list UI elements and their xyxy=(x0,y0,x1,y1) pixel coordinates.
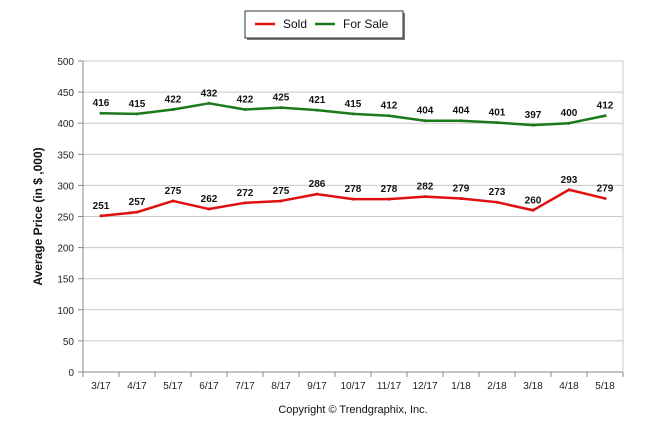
y-tick-label: 300 xyxy=(57,181,74,192)
data-point-sold xyxy=(279,199,283,203)
data-point-for-sale xyxy=(495,121,499,125)
y-tick-label: 450 xyxy=(57,88,74,99)
x-tick-label: 4/17 xyxy=(127,381,147,392)
data-point-for-sale xyxy=(423,119,427,123)
data-label-for-sale: 400 xyxy=(561,108,578,119)
x-tick-label: 1/18 xyxy=(451,381,471,392)
data-label-sold: 278 xyxy=(345,184,362,195)
data-point-for-sale xyxy=(315,108,319,112)
data-label-for-sale: 404 xyxy=(417,106,434,117)
data-point-for-sale xyxy=(531,123,535,127)
data-point-sold xyxy=(171,199,175,203)
data-label-sold: 275 xyxy=(165,186,182,197)
legend-label-for-sale: For Sale xyxy=(343,17,389,31)
data-point-for-sale xyxy=(351,112,355,116)
data-point-sold xyxy=(459,196,463,200)
data-point-for-sale xyxy=(279,106,283,110)
data-label-sold: 251 xyxy=(93,201,110,212)
data-label-for-sale: 415 xyxy=(129,99,146,110)
y-tick-label: 50 xyxy=(63,337,75,348)
data-label-for-sale: 397 xyxy=(525,110,542,121)
data-label-sold: 272 xyxy=(237,188,254,199)
data-label-sold: 286 xyxy=(309,179,326,190)
x-tick-label: 7/17 xyxy=(235,381,255,392)
y-tick-label: 400 xyxy=(57,119,74,130)
data-label-sold: 262 xyxy=(201,194,218,205)
y-tick-label: 250 xyxy=(57,213,74,224)
x-tick-label: 3/18 xyxy=(523,381,543,392)
data-label-sold: 278 xyxy=(381,184,398,195)
copyright-text: Copyright © Trendgraphix, Inc. xyxy=(278,404,427,416)
data-label-for-sale: 401 xyxy=(489,108,506,119)
data-label-sold: 293 xyxy=(561,175,578,186)
data-point-sold xyxy=(423,195,427,199)
x-tick-label: 9/17 xyxy=(307,381,327,392)
data-label-sold: 279 xyxy=(453,183,470,194)
data-point-sold xyxy=(243,201,247,205)
data-point-sold xyxy=(207,207,211,211)
data-point-for-sale xyxy=(567,121,571,125)
x-tick-label: 12/17 xyxy=(412,381,437,392)
y-tick-label: 500 xyxy=(57,57,74,68)
data-point-for-sale xyxy=(207,101,211,105)
data-point-sold xyxy=(99,214,103,218)
data-point-for-sale xyxy=(387,114,391,118)
legend-label-sold: Sold xyxy=(283,17,307,31)
data-point-for-sale xyxy=(135,112,139,116)
y-tick-label: 100 xyxy=(57,306,74,317)
y-axis-title: Average Price (in $ ,000) xyxy=(31,147,45,285)
data-label-for-sale: 412 xyxy=(381,101,398,112)
data-label-sold: 273 xyxy=(489,187,506,198)
data-point-for-sale xyxy=(603,114,607,118)
y-tick-label: 350 xyxy=(57,150,74,161)
data-point-sold xyxy=(567,188,571,192)
data-point-sold xyxy=(351,197,355,201)
data-label-for-sale: 415 xyxy=(345,99,362,110)
data-label-for-sale: 422 xyxy=(165,95,182,106)
data-label-sold: 282 xyxy=(417,182,434,193)
data-label-for-sale: 404 xyxy=(453,106,470,117)
data-point-for-sale xyxy=(459,119,463,123)
data-point-for-sale xyxy=(171,108,175,112)
x-tick-label: 5/17 xyxy=(163,381,183,392)
data-point-sold xyxy=(135,210,139,214)
data-point-sold xyxy=(531,208,535,212)
data-point-sold xyxy=(603,196,607,200)
y-tick-label: 0 xyxy=(68,368,74,379)
x-tick-label: 4/18 xyxy=(559,381,579,392)
x-tick-label: 8/17 xyxy=(271,381,291,392)
data-label-sold: 260 xyxy=(525,195,542,206)
x-tick-label: 10/17 xyxy=(340,381,365,392)
x-tick-label: 5/18 xyxy=(595,381,615,392)
data-label-for-sale: 421 xyxy=(309,95,326,106)
data-label-sold: 275 xyxy=(273,186,290,197)
x-tick-label: 3/17 xyxy=(91,381,111,392)
data-point-sold xyxy=(387,197,391,201)
data-point-for-sale xyxy=(243,108,247,112)
data-point-sold xyxy=(495,200,499,204)
data-label-sold: 279 xyxy=(597,183,614,194)
x-tick-label: 6/17 xyxy=(199,381,219,392)
data-point-for-sale xyxy=(99,111,103,115)
data-label-for-sale: 416 xyxy=(93,98,110,109)
data-label-for-sale: 425 xyxy=(273,93,290,104)
x-tick-label: 11/17 xyxy=(377,381,402,392)
data-label-sold: 257 xyxy=(129,197,146,208)
y-tick-label: 150 xyxy=(57,275,74,286)
data-label-for-sale: 422 xyxy=(237,95,254,106)
data-label-for-sale: 412 xyxy=(597,101,614,112)
x-tick-label: 2/18 xyxy=(487,381,507,392)
y-tick-label: 200 xyxy=(57,244,74,255)
data-label-for-sale: 432 xyxy=(201,88,218,99)
data-point-sold xyxy=(315,192,319,196)
